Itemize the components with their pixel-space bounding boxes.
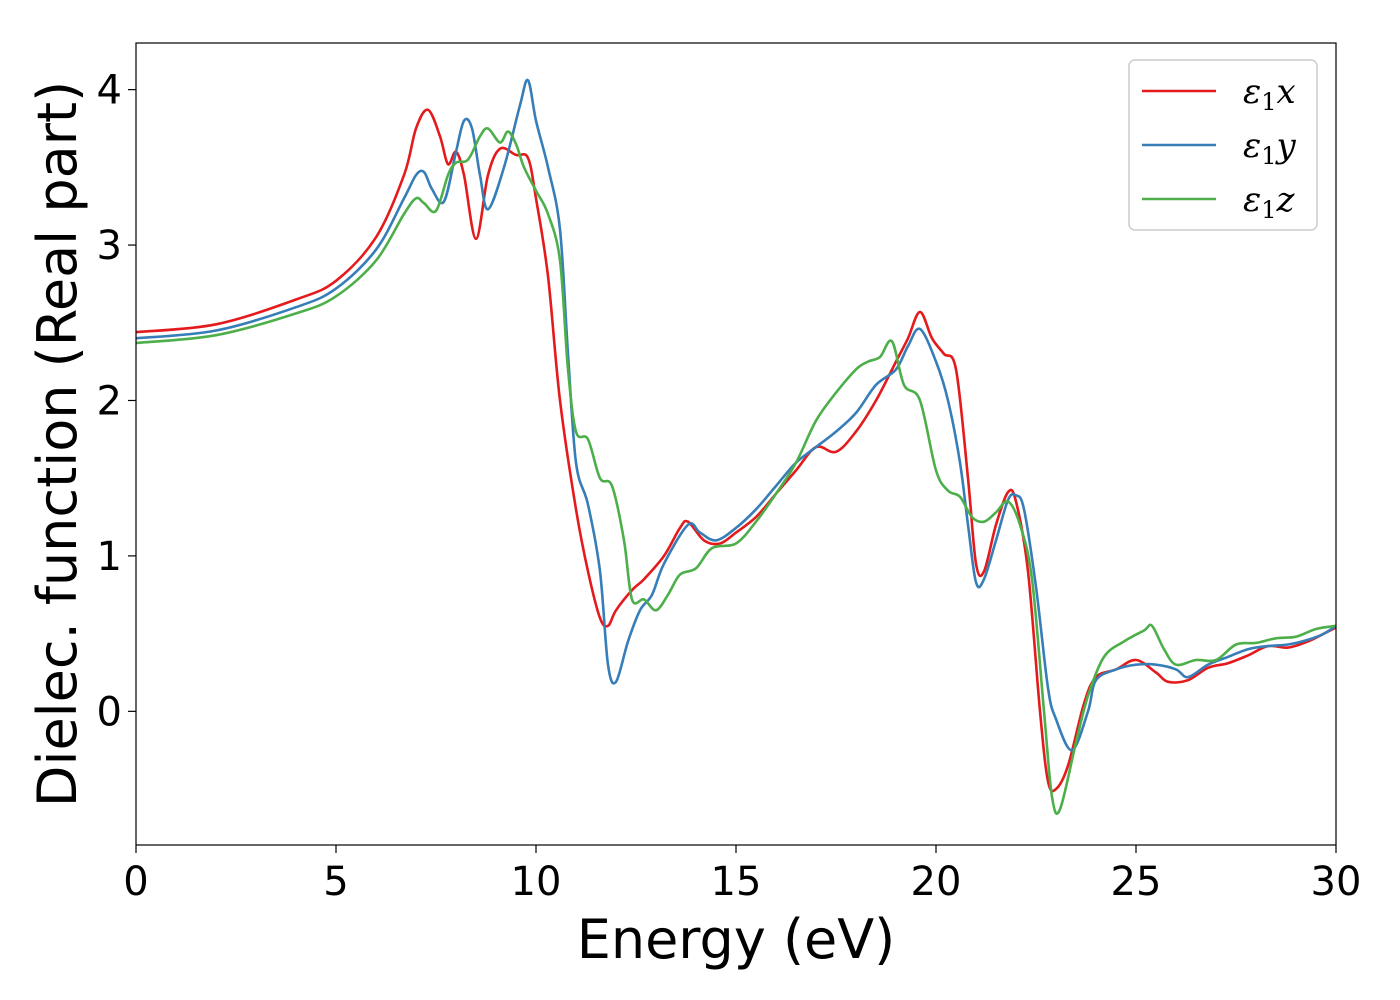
y-tick-label: 1	[97, 534, 122, 580]
legend: ε1x ε1y ε1z	[1128, 59, 1318, 231]
y-tick-label: 2	[97, 378, 122, 424]
x-tick-label: 30	[1311, 859, 1362, 905]
series-layer	[136, 78, 1336, 815]
y-tick-label: 0	[97, 689, 122, 735]
x-axis-label: Energy (eV)	[577, 908, 896, 971]
x-tick-label: 10	[511, 859, 562, 905]
x-tick-label: 0	[123, 859, 148, 905]
x-tick-label: 15	[711, 859, 762, 905]
x-tick-label: 5	[323, 859, 348, 905]
series-line-2	[136, 78, 1336, 752]
x-tick-label: 20	[911, 859, 962, 905]
legend-label: ε1y	[1243, 126, 1297, 170]
legend-items: ε1x ε1y ε1z	[1142, 72, 1297, 224]
y-axis-ticks: 0 1 2 3 4	[97, 68, 136, 735]
y-tick-label: 4	[97, 68, 122, 114]
y-axis-label: Dielec. function (Real part)	[26, 81, 89, 807]
x-axis-ticks: 0 5 10 15 20 25 30	[123, 845, 1361, 905]
y-tick-label: 3	[97, 223, 122, 269]
legend-label: ε1z	[1243, 180, 1296, 224]
series-line-3	[136, 127, 1336, 815]
x-tick-label: 25	[1111, 859, 1162, 905]
legend-frame	[1128, 59, 1318, 231]
legend-label: ε1x	[1243, 72, 1296, 116]
